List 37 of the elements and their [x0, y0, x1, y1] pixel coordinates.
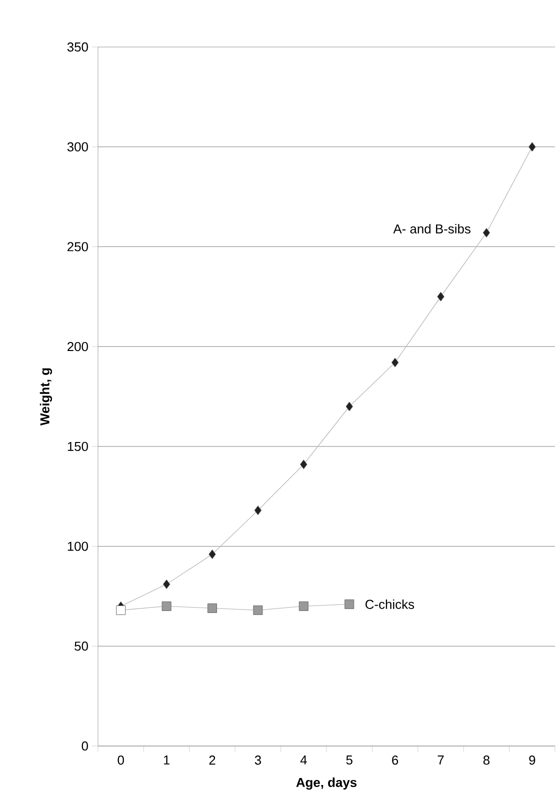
y-tick-label: 0: [82, 741, 88, 751]
y-tick-label: 250: [68, 242, 88, 252]
y-tick-label: 100: [68, 542, 88, 551]
y-tick-label: 150: [68, 442, 88, 452]
x-tick-label: 8: [483, 756, 490, 765]
x-tick-label: 3: [254, 756, 261, 765]
point: [346, 402, 353, 412]
x-tick-label: 6: [392, 756, 398, 765]
x-tick-label: 2: [209, 756, 216, 765]
y-tick-label: 50: [74, 642, 88, 651]
point: [254, 506, 262, 516]
point: [162, 601, 172, 611]
point: [437, 292, 444, 302]
y-axis-title: Weight, g: [40, 368, 52, 426]
point: [482, 228, 490, 238]
point: [208, 550, 216, 560]
point: [391, 358, 399, 368]
point: [300, 460, 308, 470]
x-tick-label: 5: [346, 756, 352, 765]
point: [344, 599, 354, 609]
series-label: C-chicks: [366, 599, 414, 609]
x-tick-label: 7: [438, 756, 444, 764]
point: [253, 605, 263, 615]
point: [528, 142, 536, 152]
x-tick-label: 1: [164, 756, 170, 764]
x-tick-label: 0: [118, 756, 124, 765]
series-label: A- and B-sibs: [393, 224, 470, 234]
point: [116, 605, 126, 615]
point: [162, 579, 170, 589]
y-tick-label: 200: [68, 342, 88, 352]
x-tick-label: 9: [529, 756, 536, 765]
y-tick-label: 300: [67, 142, 88, 152]
x-axis-title: Age, days: [296, 778, 357, 790]
point: [298, 601, 308, 611]
x-tick-label: 4: [300, 756, 307, 764]
y-tick-label: 350: [67, 42, 88, 52]
point: [208, 603, 217, 613]
